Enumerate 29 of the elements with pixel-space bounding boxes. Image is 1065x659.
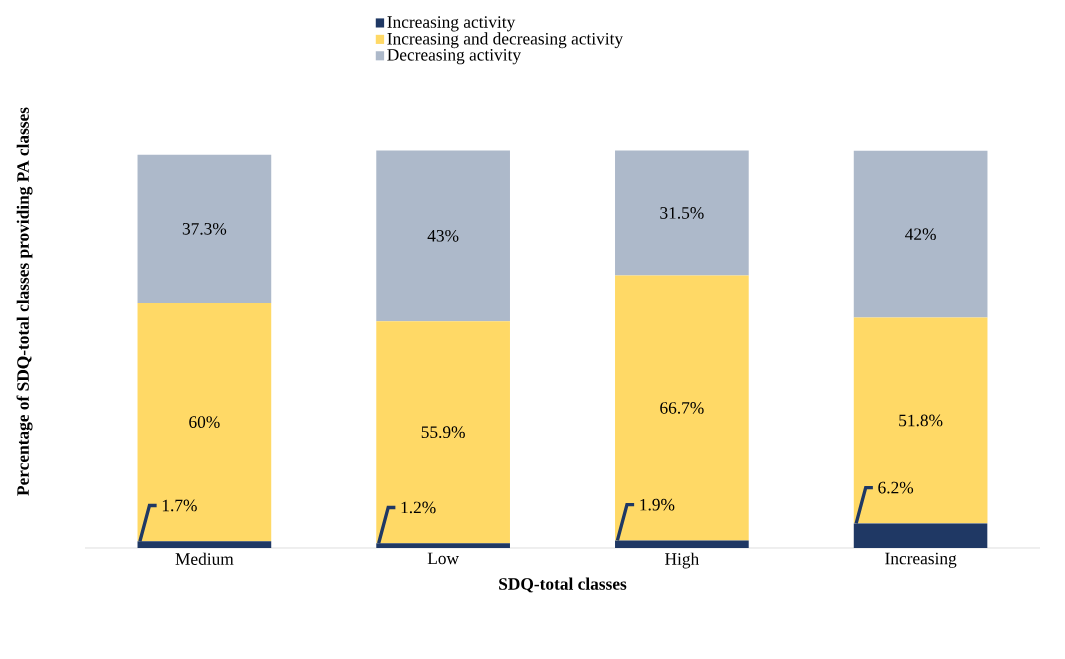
data-label: 1.2% [401, 501, 436, 514]
data-label: 43% [427, 229, 459, 242]
data-label: 31.5% [660, 207, 704, 219]
data-label: 66.7% [660, 402, 704, 414]
x-tick-label: Medium [175, 552, 234, 565]
bar [376, 321, 510, 544]
bar [376, 150, 510, 322]
data-label: 37.3% [182, 222, 227, 235]
data-label: 1.9% [640, 498, 675, 511]
legend-label: Increasing activity [387, 16, 516, 32]
bar [853, 317, 988, 524]
x-tick-label: High [665, 552, 699, 569]
data-label: 55.9% [421, 426, 465, 439]
bar [137, 302, 272, 542]
x-tick-label: Increasing [885, 552, 957, 568]
x-tick-label: Low [427, 552, 459, 565]
bar [853, 150, 988, 318]
x-axis-title: SDQ-total classes [499, 577, 627, 593]
data-label: 51.8% [899, 414, 943, 427]
data-label: 6.2% [878, 481, 914, 494]
data-label: 1.7% [162, 499, 197, 512]
legend-label: Decreasing activity [387, 49, 521, 65]
bar [137, 154, 272, 303]
y-axis-title: Percentage of SDQ-total classes providing PA classes [16, 107, 33, 496]
bar [615, 150, 749, 276]
data-label: 60% [189, 416, 220, 428]
legend-label: Increasing and decreasing activity [387, 32, 624, 49]
data-label: 42% [905, 228, 936, 241]
bar [615, 275, 749, 541]
